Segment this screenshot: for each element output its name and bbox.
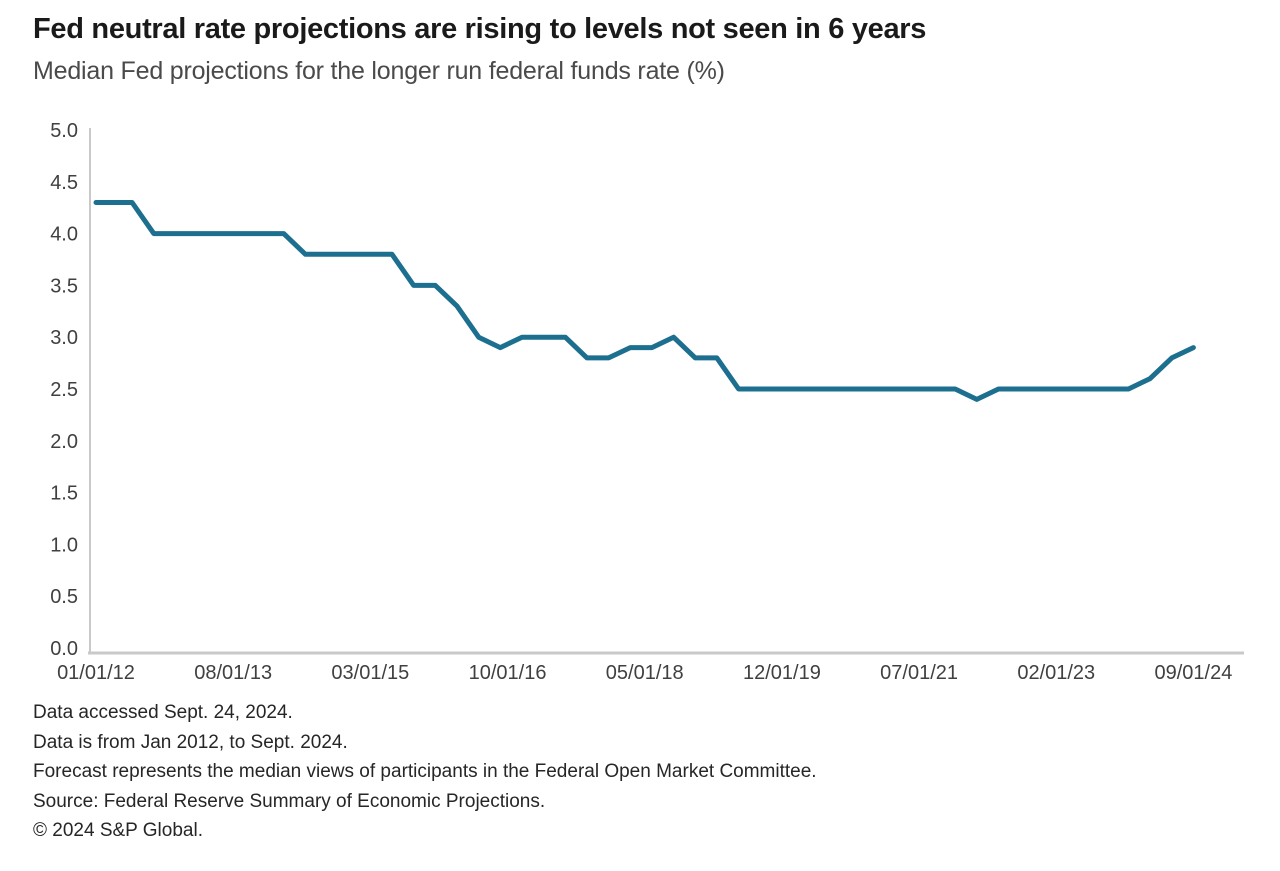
x-tick-label: 09/01/24 [1155, 662, 1233, 684]
footnotes: Data accessed Sept. 24, 2024. Data is fr… [33, 698, 817, 846]
footnote-forecast: Forecast represents the median views of … [33, 761, 817, 782]
y-tick-label: 1.0 [50, 534, 78, 556]
footnote-source: Source: Federal Reserve Summary of Econo… [33, 790, 546, 812]
chart-subtitle: Median Fed projections for the longer ru… [33, 57, 725, 85]
y-tick-label: 4.5 [50, 172, 78, 194]
y-tick-label: 5.0 [50, 120, 78, 142]
chart-title: Fed neutral rate projections are rising … [33, 13, 927, 45]
y-tick-label: 0.0 [50, 638, 78, 660]
y-tick-label: 0.5 [50, 586, 78, 608]
projection-line [93, 200, 1196, 402]
footnote-copyright: © 2024 S&P Global. [33, 820, 203, 841]
footnote-range: Data is from Jan 2012, to Sept. 2024. [33, 731, 348, 753]
y-tick-label: 1.5 [50, 483, 78, 505]
x-tick-label: 10/01/16 [469, 662, 547, 684]
y-tick-label: 4.0 [50, 224, 78, 246]
x-tick-label: 08/01/13 [194, 662, 272, 684]
line-chart: 5.0 4.5 4.0 3.5 3.0 2.5 2.0 1.5 1.0 0.5 0.001/01/1… [50, 120, 1244, 684]
y-tick-label: 3.0 [50, 327, 78, 349]
x-tick-label: 02/01/23 [1017, 662, 1095, 684]
x-tick-label: 12/01/19 [743, 662, 821, 684]
y-tick-label: 2.5 [50, 379, 78, 401]
x-tick-label: 05/01/18 [606, 662, 684, 684]
x-tick-label: 03/01/15 [331, 662, 409, 684]
footnote-accessed: Data accessed Sept. 24, 2024. [33, 702, 293, 723]
x-tick-label: 07/01/21 [880, 662, 958, 684]
y-tick-label: 3.5 [50, 275, 78, 297]
y-tick-label: 2.0 [50, 431, 78, 453]
x-tick-label: 01/01/12 [57, 662, 135, 684]
